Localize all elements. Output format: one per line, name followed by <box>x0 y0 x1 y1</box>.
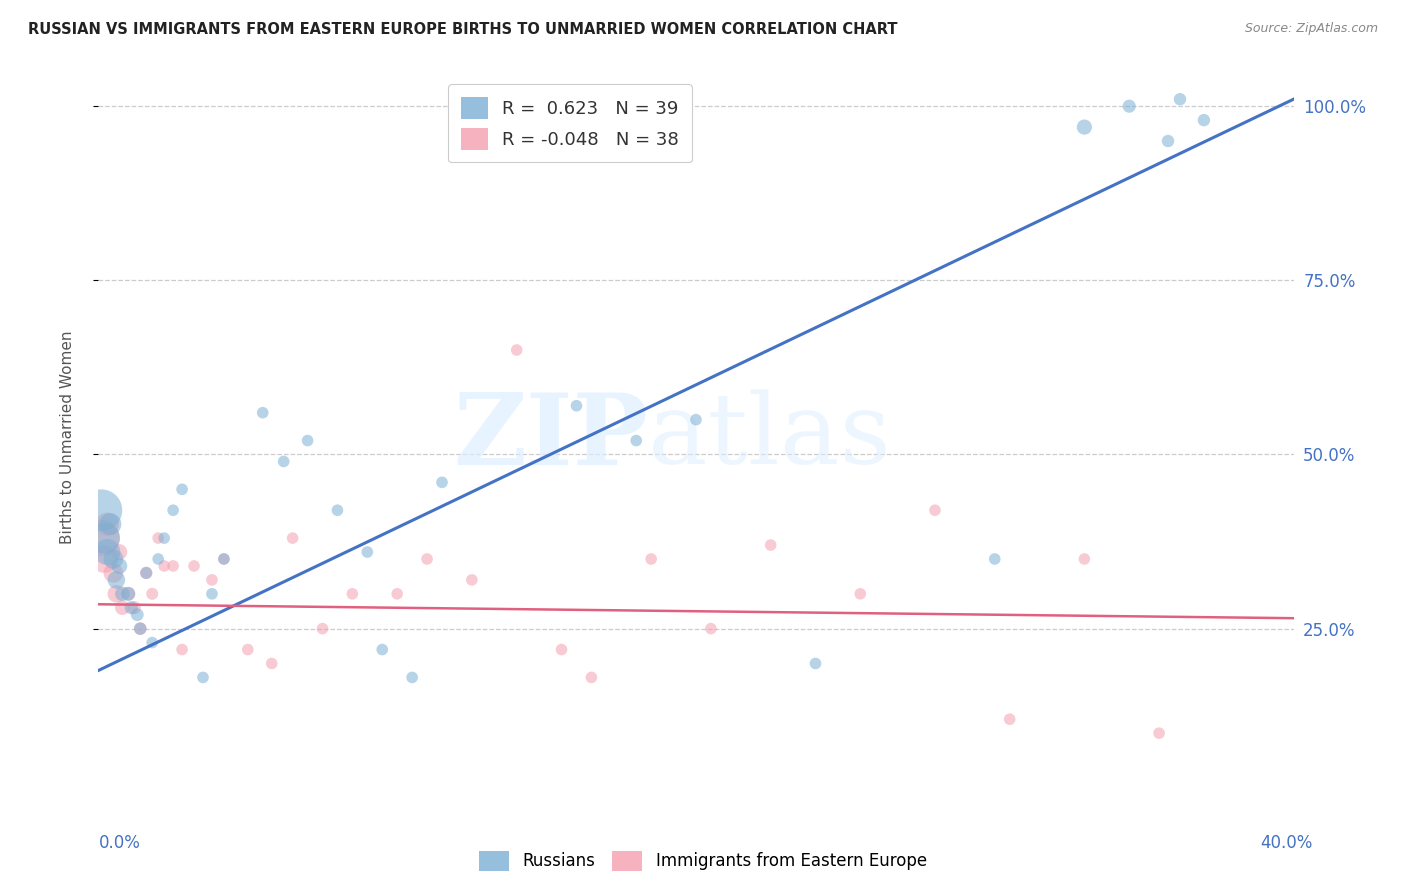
Point <box>117 587 139 601</box>
Point <box>103 552 125 566</box>
Point <box>626 434 648 448</box>
Point <box>129 622 152 636</box>
Point <box>111 587 134 601</box>
Point <box>326 503 349 517</box>
Point <box>1118 99 1140 113</box>
Point <box>924 503 946 517</box>
Point <box>550 642 572 657</box>
Point <box>153 558 176 573</box>
Point <box>984 552 1007 566</box>
Text: Source: ZipAtlas.com: Source: ZipAtlas.com <box>1244 22 1378 36</box>
Point <box>90 503 112 517</box>
Point <box>103 566 125 580</box>
Point <box>96 517 118 532</box>
Point <box>183 558 205 573</box>
Point <box>236 642 259 657</box>
Point <box>172 642 194 657</box>
Point <box>129 622 152 636</box>
Point <box>191 670 214 684</box>
Point <box>356 545 378 559</box>
Text: ZIP: ZIP <box>453 389 648 485</box>
Point <box>153 531 176 545</box>
Point <box>804 657 827 671</box>
Point <box>1192 113 1215 128</box>
Legend: Russians, Immigrants from Eastern Europe: Russians, Immigrants from Eastern Europe <box>471 842 935 880</box>
Point <box>108 558 131 573</box>
Point <box>759 538 782 552</box>
Point <box>90 531 112 545</box>
Point <box>273 454 295 468</box>
Legend: R =  0.623   N = 39, R = -0.048   N = 38: R = 0.623 N = 39, R = -0.048 N = 38 <box>449 84 692 162</box>
Point <box>201 573 224 587</box>
Point <box>700 622 723 636</box>
Point <box>565 399 588 413</box>
Point <box>1168 92 1191 106</box>
Point <box>93 552 115 566</box>
Point <box>172 483 194 497</box>
Point <box>281 531 304 545</box>
Point <box>581 670 603 684</box>
Point <box>141 587 163 601</box>
Point <box>430 475 453 490</box>
Point <box>141 635 163 649</box>
Point <box>385 587 409 601</box>
Point <box>506 343 529 357</box>
Point <box>1157 134 1180 148</box>
Text: 0.0%: 0.0% <box>98 834 141 852</box>
Point <box>108 545 131 559</box>
Point <box>685 412 707 426</box>
Point <box>120 600 142 615</box>
Point <box>105 573 128 587</box>
Point <box>117 587 139 601</box>
Point <box>111 600 134 615</box>
Text: 40.0%: 40.0% <box>1260 834 1313 852</box>
Point <box>148 552 170 566</box>
Text: atlas: atlas <box>648 389 891 485</box>
Point <box>135 566 157 580</box>
Point <box>1147 726 1170 740</box>
Point <box>252 406 274 420</box>
Point <box>401 670 423 684</box>
Point <box>849 587 872 601</box>
Point <box>998 712 1021 726</box>
Point <box>124 600 146 615</box>
Point <box>260 657 283 671</box>
Point <box>127 607 149 622</box>
Text: RUSSIAN VS IMMIGRANTS FROM EASTERN EUROPE BIRTHS TO UNMARRIED WOMEN CORRELATION : RUSSIAN VS IMMIGRANTS FROM EASTERN EUROP… <box>28 22 897 37</box>
Point <box>297 434 319 448</box>
Point <box>1073 552 1095 566</box>
Point <box>1073 120 1095 134</box>
Point <box>311 622 333 636</box>
Point <box>93 531 115 545</box>
Point <box>96 545 118 559</box>
Point <box>342 587 364 601</box>
Point <box>135 566 157 580</box>
Y-axis label: Births to Unmarried Women: Births to Unmarried Women <box>60 330 75 544</box>
Point <box>162 558 184 573</box>
Point <box>148 531 170 545</box>
Point <box>416 552 439 566</box>
Point <box>212 552 235 566</box>
Point <box>162 503 184 517</box>
Point <box>371 642 394 657</box>
Point <box>98 517 122 532</box>
Point <box>461 573 484 587</box>
Point <box>105 587 128 601</box>
Point <box>212 552 235 566</box>
Point <box>640 552 662 566</box>
Point <box>201 587 224 601</box>
